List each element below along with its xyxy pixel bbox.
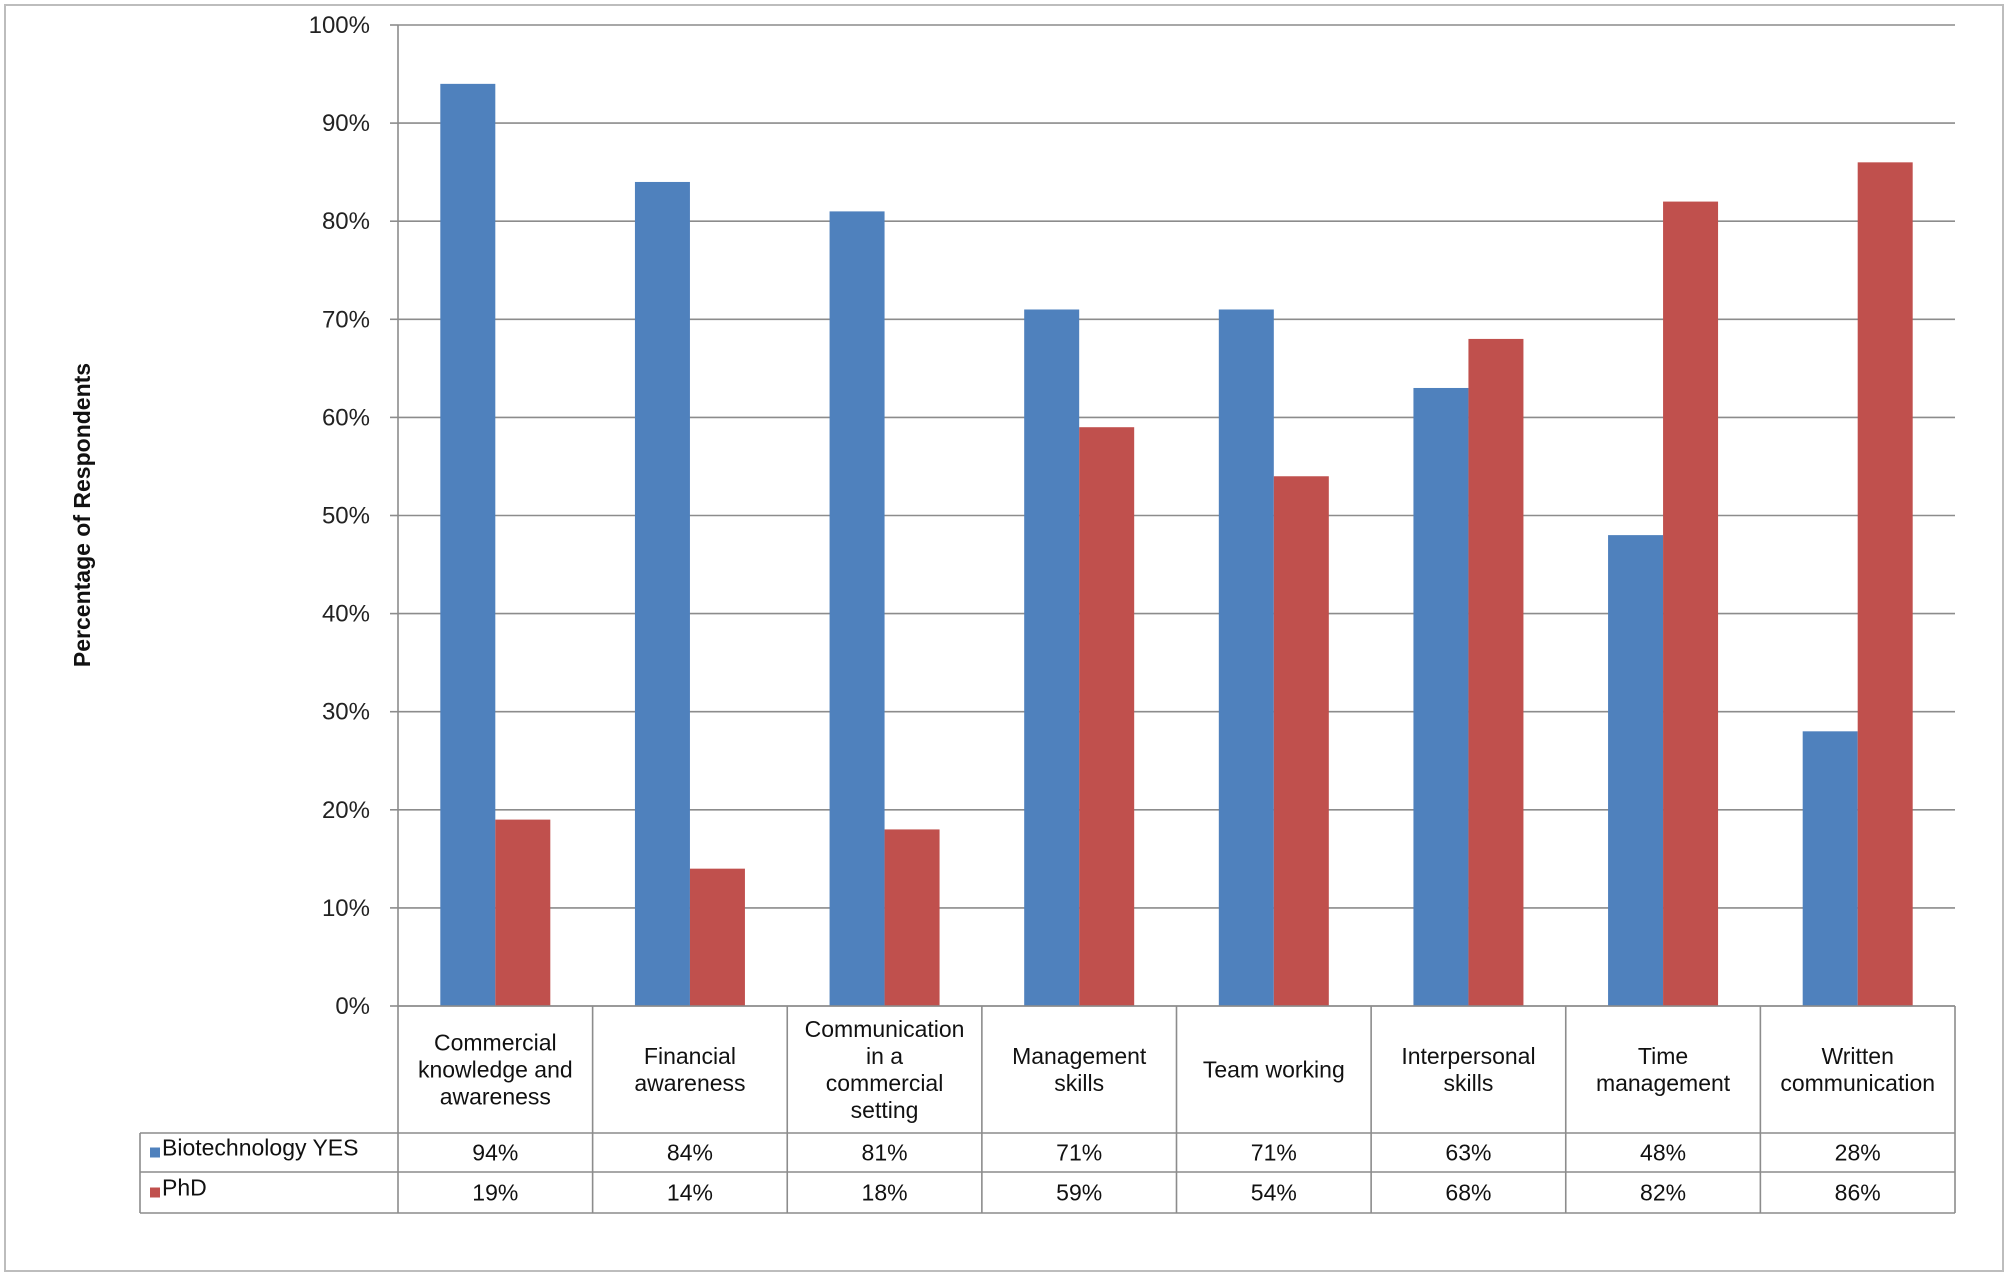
- axes: [390, 24, 399, 1007]
- y-tick-label: 100%: [309, 12, 370, 39]
- bar-phd: [1079, 427, 1135, 1007]
- data-label: 19%: [472, 1180, 518, 1206]
- legend-key: [150, 1187, 160, 1198]
- data-label: 54%: [1251, 1180, 1297, 1206]
- category-label: skills: [1444, 1070, 1494, 1096]
- category-label: Time: [1638, 1043, 1688, 1069]
- data-label: 63%: [1445, 1140, 1491, 1166]
- bar-biotechnology-yes: [829, 211, 885, 1006]
- data-label: 59%: [1056, 1180, 1102, 1206]
- data-label: 71%: [1056, 1140, 1102, 1166]
- bar-biotechnology-yes: [634, 181, 690, 1006]
- bar-phd: [495, 819, 551, 1006]
- y-tick-label: 50%: [322, 503, 370, 530]
- y-tick-label: 40%: [322, 601, 370, 628]
- category-label: Financial: [644, 1043, 736, 1069]
- category-label: management: [1596, 1070, 1731, 1096]
- data-label: 84%: [667, 1140, 713, 1166]
- data-label: 68%: [1445, 1180, 1491, 1206]
- series-name: PhD: [162, 1175, 207, 1201]
- category-label: Written: [1821, 1043, 1893, 1069]
- bar-phd: [1468, 338, 1524, 1006]
- data-label: 94%: [472, 1140, 518, 1166]
- y-tick-labels: 0% 10% 20% 30% 40% 50% 60% 70% 80% 90% 100%: [309, 12, 370, 1020]
- legend-key: [150, 1147, 160, 1158]
- y-tick-label: 70%: [322, 306, 370, 333]
- y-tick-label: 90%: [322, 110, 370, 137]
- category-label: awareness: [440, 1084, 551, 1110]
- y-tick-label: 60%: [322, 404, 370, 431]
- bar-biotechnology-yes: [1608, 535, 1664, 1006]
- bars: [440, 83, 1913, 1007]
- y-axis-label: Percentage of Respondents: [69, 363, 95, 667]
- data-label: 82%: [1640, 1180, 1686, 1206]
- category-label: commercial: [826, 1070, 944, 1096]
- category-label: Management: [1012, 1043, 1147, 1069]
- data-label: 48%: [1640, 1140, 1686, 1166]
- data-label: 71%: [1251, 1140, 1297, 1166]
- y-tick-label: 80%: [322, 208, 370, 235]
- bar-phd: [1857, 162, 1913, 1007]
- category-label: knowledge and: [418, 1057, 573, 1083]
- bar-biotechnology-yes: [440, 83, 496, 1007]
- category-label: Commercial: [434, 1030, 557, 1056]
- series-name: Biotechnology YES: [162, 1135, 359, 1161]
- category-label: awareness: [634, 1070, 745, 1096]
- data-label: 18%: [862, 1180, 908, 1206]
- gridlines: [398, 24, 1955, 1007]
- data-label: 28%: [1835, 1140, 1881, 1166]
- bar-biotechnology-yes: [1218, 309, 1274, 1006]
- data-label: 14%: [667, 1180, 713, 1206]
- y-tick-label: 30%: [322, 699, 370, 726]
- bar-biotechnology-yes: [1802, 731, 1858, 1006]
- bar-biotechnology-yes: [1024, 309, 1080, 1006]
- bar-phd: [1663, 201, 1719, 1006]
- category-label: in a: [866, 1043, 903, 1069]
- category-label: setting: [851, 1097, 919, 1123]
- category-label: Interpersonal: [1401, 1043, 1535, 1069]
- y-tick-label: 10%: [322, 895, 370, 922]
- category-label: Team working: [1203, 1057, 1345, 1083]
- bar-phd: [1273, 476, 1329, 1006]
- y-tick-label: 0%: [335, 993, 370, 1020]
- data-label: 81%: [862, 1140, 908, 1166]
- y-tick-label: 20%: [322, 797, 370, 824]
- category-label: skills: [1054, 1070, 1104, 1096]
- bar-biotechnology-yes: [1413, 387, 1469, 1007]
- category-label: Communication: [805, 1016, 965, 1042]
- category-label: communication: [1780, 1070, 1935, 1096]
- bar-phd: [689, 868, 745, 1006]
- bar-phd: [884, 829, 940, 1006]
- data-label: 86%: [1835, 1180, 1881, 1206]
